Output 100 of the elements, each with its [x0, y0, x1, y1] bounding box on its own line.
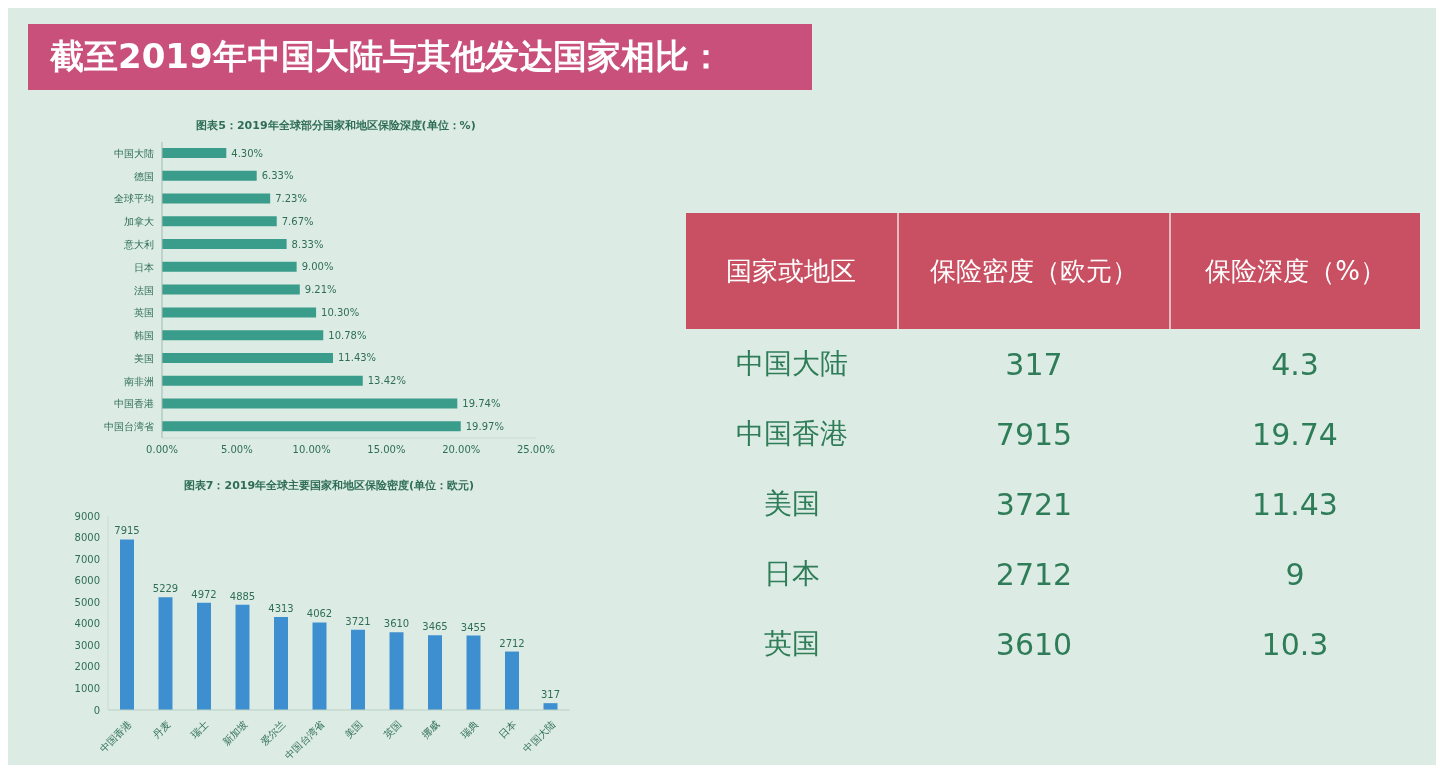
bar [197, 602, 211, 710]
bar [120, 539, 134, 710]
data-label: 5229 [152, 583, 179, 595]
y-tick-label: 4000 [74, 618, 100, 630]
data-label: 13.42% [367, 375, 406, 387]
bar [162, 193, 271, 204]
y-tick-label: 日本 [134, 261, 154, 273]
y-tick-label: 3000 [74, 639, 100, 651]
y-tick-label: 6000 [74, 575, 100, 587]
x-tick-label: 15.00% [367, 444, 406, 456]
data-label: 3465 [422, 621, 448, 633]
chart-title: 图表7：2019年全球主要国家和地区保险密度(单位：欧元) [182, 478, 476, 494]
y-tick-label: 7000 [74, 553, 100, 565]
text: 国家或地区 [725, 254, 858, 288]
x-tick-label: 英国 [381, 718, 404, 741]
data-label: 10.3 [1260, 626, 1330, 662]
data-label: 11.43 [1251, 486, 1339, 522]
data-label: 4885 [229, 590, 256, 602]
data-label: 9 [1284, 556, 1306, 592]
bar [351, 629, 365, 710]
y-tick-label: 法国 [134, 284, 154, 296]
x-tick-label: 爱尔兰 [258, 718, 288, 748]
bar [162, 307, 317, 318]
x-tick-label: 20.00% [442, 444, 481, 456]
bar [466, 635, 481, 710]
data-label: 19.97% [465, 420, 504, 432]
x-tick-label: 25.00% [516, 444, 556, 456]
y-tick-label: 意大利 [123, 239, 154, 251]
data-label: 317 [540, 689, 561, 701]
data-label: 9.00% [301, 261, 334, 273]
bar [158, 597, 173, 710]
bar [162, 148, 227, 158]
y-tick-label: 英国 [134, 307, 154, 319]
data-label: 3610 [994, 626, 1074, 662]
data-label: 3455 [460, 621, 487, 633]
y-tick-label: 2000 [74, 661, 100, 673]
x-tick-label: 丹麦 [150, 718, 173, 741]
y-tick-label: 韩国 [134, 330, 154, 342]
y-tick-label: 中国大陆 [114, 147, 154, 159]
data-label: 8.33% [291, 238, 324, 250]
bar [162, 398, 458, 409]
data-label: 7.67% [281, 215, 314, 227]
bar [162, 239, 287, 250]
bar [389, 632, 404, 710]
y-tick-label: 9000 [74, 510, 100, 522]
data-label: 3610 [383, 618, 410, 630]
x-tick-label: 挪威 [419, 718, 442, 741]
y-tick-label: 0 [93, 704, 100, 716]
bar [162, 284, 300, 295]
x-tick-label: 新加坡 [220, 718, 250, 748]
category-label: 日本 [763, 556, 821, 592]
x-tick-label: 中国大陆 [521, 718, 558, 755]
data-label: 3721 [345, 615, 371, 627]
y-tick-label: 加拿大 [124, 216, 154, 228]
data-label: 4972 [191, 588, 217, 600]
category-label: 英国 [763, 626, 821, 662]
y-tick-label: 中国香港 [114, 398, 154, 410]
x-tick-label: 日本 [496, 718, 519, 741]
data-label: 7.23% [275, 193, 307, 205]
y-tick-label: 南非洲 [124, 375, 154, 387]
y-tick-label: 8000 [74, 532, 100, 544]
chart-title: 图表5：2019年全球部分国家和地区保险深度(单位：%) [195, 118, 477, 134]
y-tick-label: 1000 [74, 682, 100, 694]
category-label: 美国 [763, 486, 821, 522]
bar [274, 617, 288, 710]
y-tick-label: 5000 [74, 596, 100, 608]
data-label: 4062 [306, 608, 333, 620]
data-label: 7915 [114, 525, 140, 537]
data-label: 6.33% [261, 170, 294, 182]
bar [235, 604, 250, 710]
text: 截至2019年中国大陆与其他发达国家相比： [50, 35, 723, 78]
data-label: 11.43% [337, 352, 377, 364]
y-tick-label: 德国 [134, 170, 154, 182]
data-label: 9.21% [304, 284, 337, 296]
data-label: 19.74% [462, 398, 501, 410]
data-label: 2712 [994, 556, 1074, 592]
data-label: 4313 [268, 603, 294, 615]
x-tick-label: 0.00% [146, 444, 178, 456]
bar [162, 261, 297, 272]
bar [312, 622, 327, 710]
bar [162, 216, 277, 227]
data-label: 4.30% [231, 147, 264, 159]
x-tick-label: 美国 [342, 718, 365, 741]
data-label: 19.74 [1251, 416, 1339, 452]
text: 保险深度（%） [1169, 213, 1420, 329]
bar [505, 651, 519, 710]
data-label: 317 [1004, 346, 1064, 382]
y-tick-label: 美国 [134, 352, 154, 364]
bar [162, 421, 461, 432]
x-tick-label: 瑞士 [188, 718, 211, 741]
category-label: 中国大陆 [735, 346, 849, 382]
data-label: 10.30% [321, 306, 360, 318]
data-label: 7915 [994, 416, 1074, 452]
text: 保险密度（欧元） [896, 213, 1170, 329]
data-label: 3721 [994, 486, 1074, 522]
data-label: 2712 [499, 637, 525, 649]
bar [162, 330, 324, 341]
data-label: 4.3 [1270, 346, 1320, 382]
x-tick-label: 10.00% [292, 444, 331, 456]
bar [162, 352, 333, 363]
